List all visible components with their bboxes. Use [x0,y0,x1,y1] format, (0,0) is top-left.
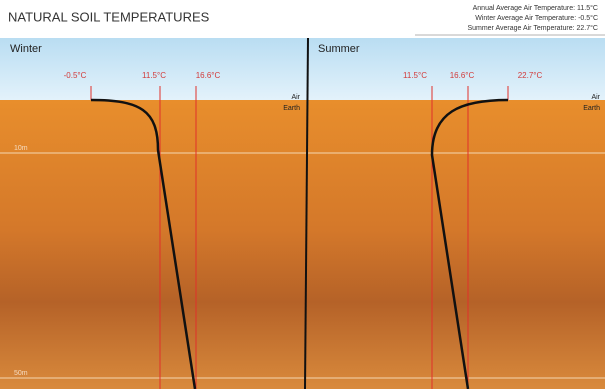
season: Winter [10,43,42,55]
note: Annual Average Air Temperature: 11.5°C [473,4,598,12]
temp-label: 16.6°C [450,71,475,80]
diagram: NATURAL SOIL TEMPERATURES Annual Average… [0,0,605,389]
temp-label: 11.5°C [142,71,166,80]
depth-label: 10m [14,145,28,152]
note: Winter Average Air Temperature: -0.5°C [475,14,598,22]
earth [0,100,605,389]
depth-label: 50m [14,370,28,377]
temp-label: 11.5°C [403,71,427,80]
temp-label: 22.7°C [518,71,543,80]
title: NATURAL SOIL TEMPERATURES [8,9,210,24]
earth-label: Earth [583,105,600,112]
air-label: Air [291,94,300,101]
note: Summer Average Air Temperature: 22.7°C [467,24,598,32]
earth-label: Earth [283,105,300,112]
temp-label: -0.5°C [64,71,87,80]
air-label: Air [591,94,600,101]
temp-label: 16.6°C [196,71,221,80]
season: Summer [318,43,360,55]
